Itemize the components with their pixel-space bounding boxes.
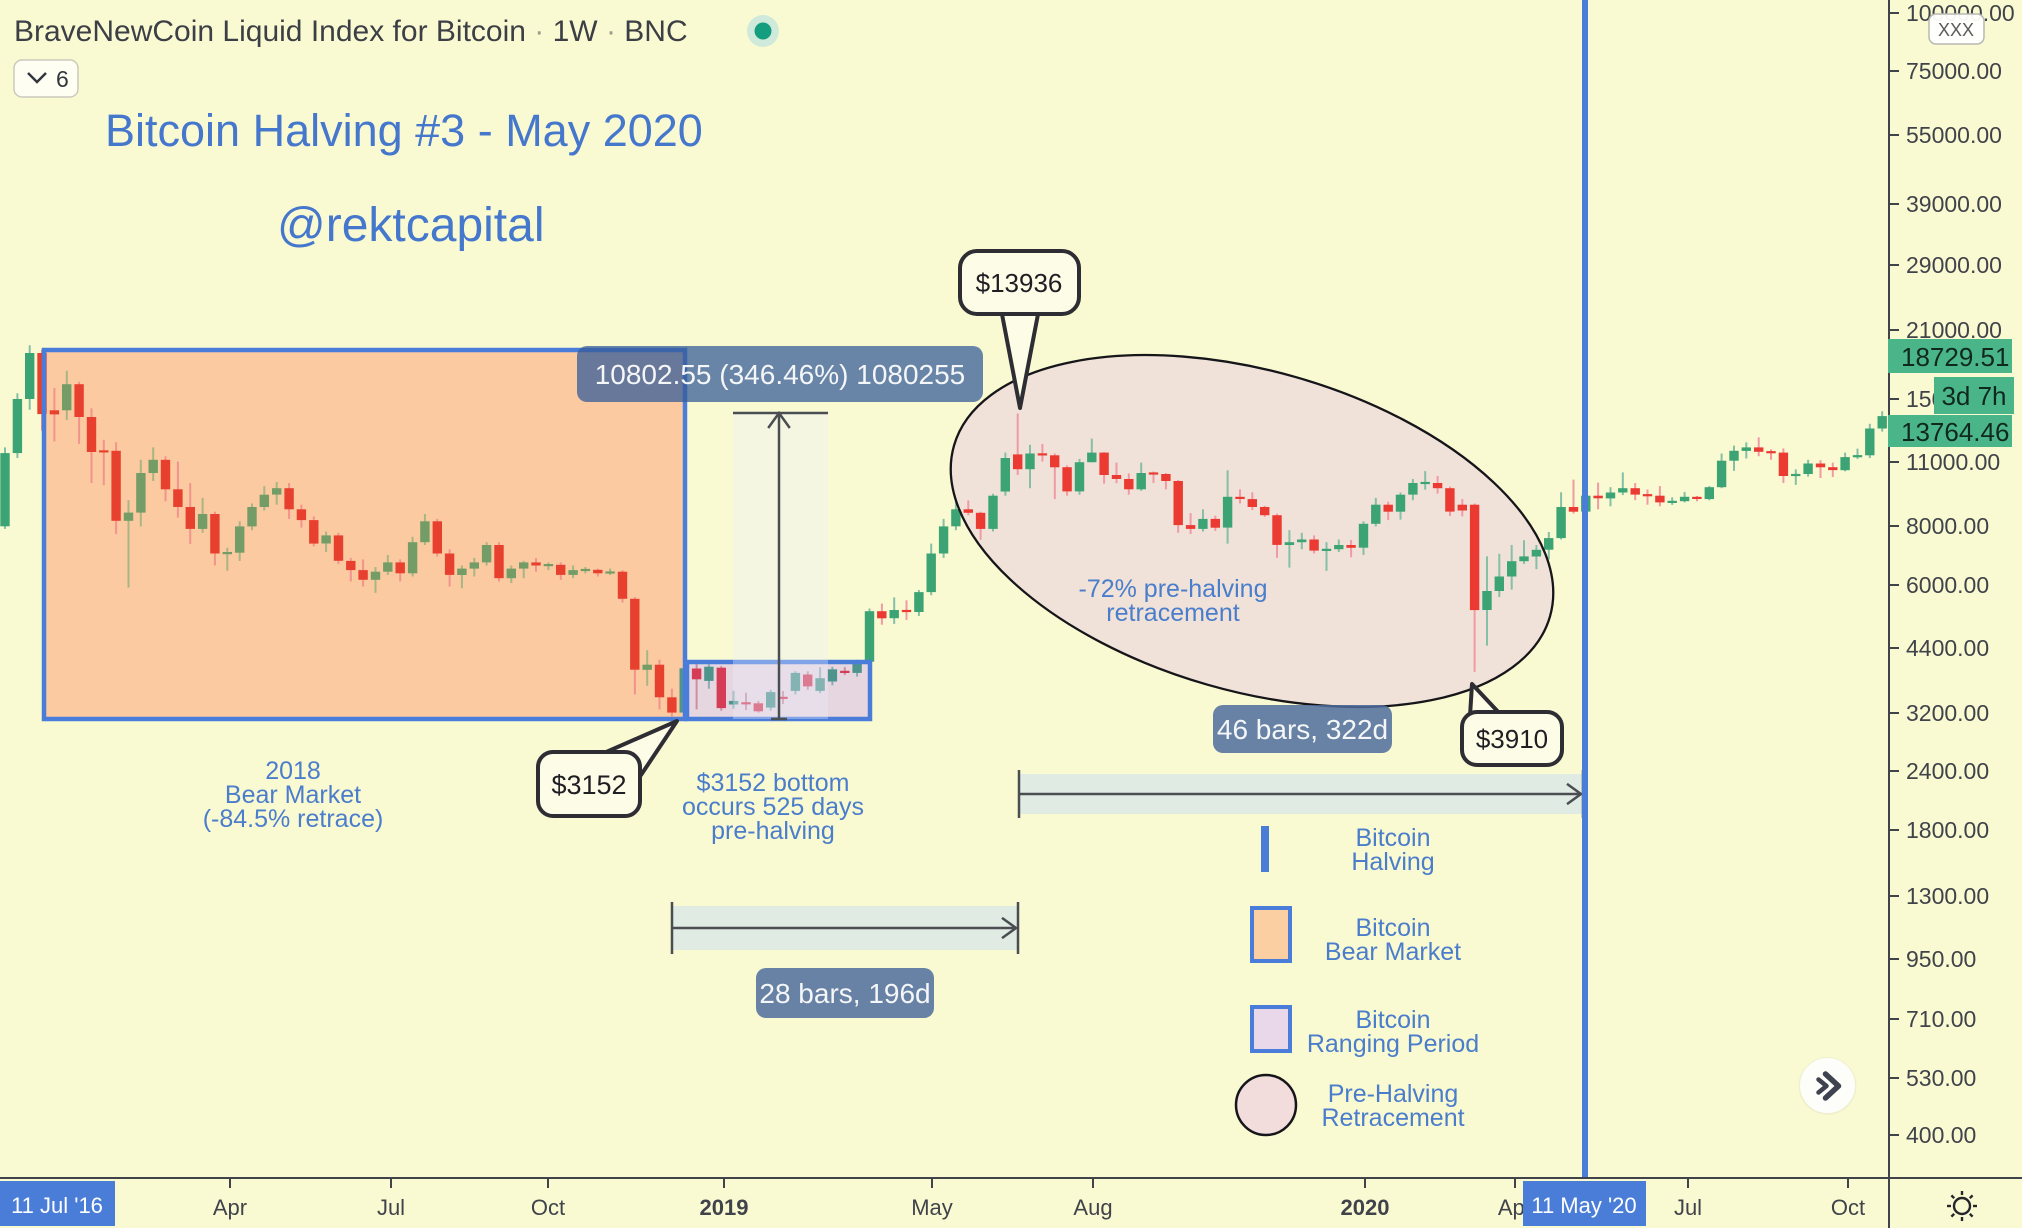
svg-text:75000.00: 75000.00 <box>1906 58 2002 84</box>
svg-text:46 bars, 322d: 46 bars, 322d <box>1217 714 1388 745</box>
svg-text:occurs 525 days: occurs 525 days <box>682 793 864 821</box>
svg-text:3200.00: 3200.00 <box>1906 700 1989 726</box>
svg-text:Pre-Halving: Pre-Halving <box>1328 1080 1459 1108</box>
svg-text:Oct: Oct <box>1831 1195 1865 1220</box>
svg-text:11 May '20: 11 May '20 <box>1531 1193 1636 1218</box>
svg-text:2020: 2020 <box>1341 1195 1390 1220</box>
svg-text:29000.00: 29000.00 <box>1906 252 2002 278</box>
svg-text:11 Jul '16: 11 Jul '16 <box>11 1193 103 1218</box>
svg-text:2400.00: 2400.00 <box>1906 758 1989 784</box>
svg-text:Bitcoin: Bitcoin <box>1355 824 1430 852</box>
svg-text:6: 6 <box>56 66 69 92</box>
svg-text:@rektcapital: @rektcapital <box>277 199 545 252</box>
svg-text:950.00: 950.00 <box>1906 946 1976 972</box>
svg-text:pre-halving: pre-halving <box>711 817 835 845</box>
svg-text:Bitcoin Halving #3 - May 2020: Bitcoin Halving #3 - May 2020 <box>105 105 703 156</box>
svg-text:Aug: Aug <box>1073 1195 1112 1220</box>
svg-text:$13936: $13936 <box>976 268 1063 298</box>
svg-text:Ranging Period: Ranging Period <box>1307 1030 1479 1058</box>
svg-text:$3910: $3910 <box>1476 724 1548 754</box>
svg-text:Apr: Apr <box>213 1195 247 1220</box>
svg-text:400.00: 400.00 <box>1906 1122 1976 1148</box>
svg-text:10802.55 (346.46%) 1080255: 10802.55 (346.46%) 1080255 <box>595 359 966 390</box>
svg-text:8000.00: 8000.00 <box>1906 513 1989 539</box>
svg-text:$3152: $3152 <box>551 770 626 800</box>
svg-text:Jul: Jul <box>1674 1195 1702 1220</box>
svg-text:-72% pre-halving: -72% pre-halving <box>1079 575 1268 603</box>
svg-text:28 bars, 196d: 28 bars, 196d <box>759 978 930 1009</box>
svg-text:530.00: 530.00 <box>1906 1065 1976 1091</box>
svg-text:(-84.5% retrace): (-84.5% retrace) <box>203 805 384 833</box>
svg-text:1300.00: 1300.00 <box>1906 883 1989 909</box>
svg-text:Bitcoin: Bitcoin <box>1355 914 1430 942</box>
svg-text:18729.51: 18729.51 <box>1901 342 2009 372</box>
svg-text:Bitcoin: Bitcoin <box>1355 1006 1430 1034</box>
svg-text:55000.00: 55000.00 <box>1906 122 2002 148</box>
svg-text:May: May <box>911 1195 953 1220</box>
svg-text:21000.00: 21000.00 <box>1906 317 2002 343</box>
svg-text:Jul: Jul <box>377 1195 405 1220</box>
svg-text:2019: 2019 <box>700 1195 749 1220</box>
svg-text:$3152 bottom: $3152 bottom <box>697 769 850 797</box>
svg-text:39000.00: 39000.00 <box>1906 191 2002 217</box>
svg-text:Bear Market: Bear Market <box>225 781 361 809</box>
svg-text:11000.00: 11000.00 <box>1906 449 2000 475</box>
svg-text:retracement: retracement <box>1106 599 1239 627</box>
svg-text:Bear Market: Bear Market <box>1325 938 1461 966</box>
svg-text:2018: 2018 <box>265 757 321 785</box>
svg-text:XXX: XXX <box>1938 20 1974 40</box>
svg-text:BraveNewCoin Liquid Index for: BraveNewCoin Liquid Index for Bitcoin · … <box>14 15 688 48</box>
svg-text:3d 7h: 3d 7h <box>1941 381 2006 411</box>
svg-text:1800.00: 1800.00 <box>1906 817 1989 843</box>
svg-text:4400.00: 4400.00 <box>1906 635 1989 661</box>
svg-text:710.00: 710.00 <box>1906 1006 1976 1032</box>
svg-text:Retracement: Retracement <box>1321 1104 1464 1132</box>
svg-text:6000.00: 6000.00 <box>1906 572 1989 598</box>
svg-text:Halving: Halving <box>1351 848 1434 876</box>
svg-text:13764.46: 13764.46 <box>1901 417 2009 447</box>
svg-text:Oct: Oct <box>531 1195 565 1220</box>
